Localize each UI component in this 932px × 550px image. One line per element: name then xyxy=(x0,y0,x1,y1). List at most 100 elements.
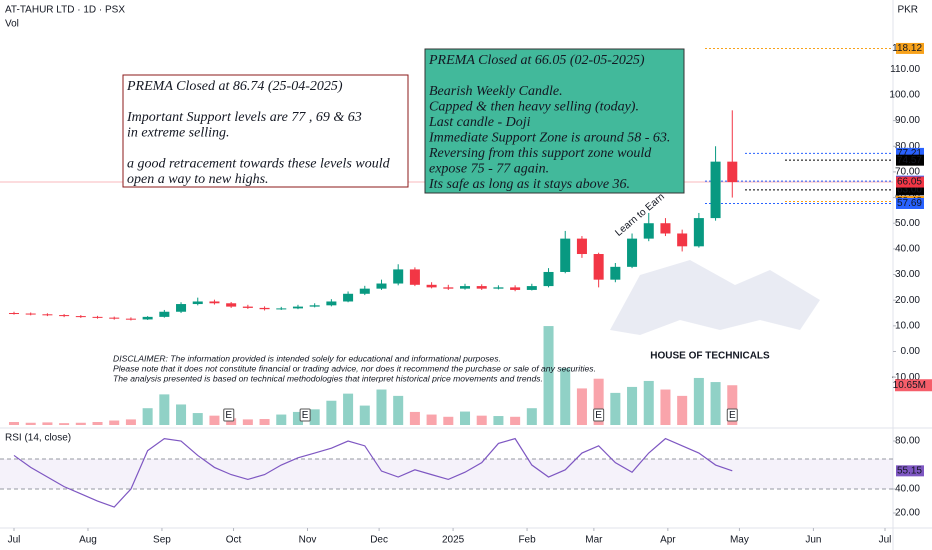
volume-bar xyxy=(109,420,120,425)
y-tick-label: 110.00 xyxy=(890,64,920,75)
earnings-marker xyxy=(593,408,605,422)
candle-body xyxy=(292,306,303,309)
note-line: open a way to new highs. xyxy=(127,172,269,187)
candle-body xyxy=(92,316,103,318)
level-label: 57.69 xyxy=(897,198,922,209)
candle-body xyxy=(125,318,136,320)
watermark: HOUSE OF TECHNICALS xyxy=(650,351,770,362)
x-tick-label: Jun xyxy=(805,535,821,546)
volume-bar xyxy=(610,392,621,425)
x-tick-label: Sep xyxy=(153,535,171,546)
x-tick-label: Nov xyxy=(299,535,317,546)
note-line: Capped & then heavy selling (today). xyxy=(429,100,639,115)
volume-last-box xyxy=(895,379,932,392)
volume-bar xyxy=(409,411,420,425)
rsi-last-label: 55.15 xyxy=(897,465,922,476)
volume-bar xyxy=(727,385,738,425)
candle-body xyxy=(376,283,387,289)
earnings-label: E xyxy=(302,410,309,421)
x-tick-label: Aug xyxy=(79,535,97,546)
level-box xyxy=(896,184,924,196)
earnings-marker xyxy=(299,408,311,422)
volume-bar xyxy=(576,388,587,425)
note-line: PREMA Closed at 66.05 (02-05-2025) xyxy=(428,53,645,68)
candle-body xyxy=(326,301,337,306)
y-tick-label: 10.00 xyxy=(895,320,920,331)
candle-body xyxy=(176,304,187,312)
y-tick-label: 100.00 xyxy=(889,90,920,101)
note-line: Its safe as long as it stays above 36. xyxy=(428,177,630,192)
y-tick-label: 20.00 xyxy=(895,295,920,306)
volume-bar xyxy=(343,393,354,425)
candle-body xyxy=(409,269,420,285)
candle-body xyxy=(209,301,220,304)
volume-bar xyxy=(125,419,136,425)
candle-body xyxy=(8,313,20,315)
volume-bar xyxy=(393,395,404,425)
candle-body xyxy=(526,286,537,290)
note-line: Last candle - Doji xyxy=(428,115,531,130)
volume-bar xyxy=(476,415,487,425)
y-tick-label: 40.00 xyxy=(895,244,920,255)
candle-body xyxy=(510,287,521,290)
x-tick-label: Jul xyxy=(879,535,892,546)
note-line: Bearish Weekly Candle. xyxy=(429,84,563,99)
rsi-title: RSI (14, close) xyxy=(5,433,71,444)
rsi-tick-label: 20.00 xyxy=(895,508,920,519)
candle-body xyxy=(459,286,471,289)
x-tick-label: Mar xyxy=(585,535,603,546)
level-box xyxy=(896,42,924,54)
y-tick-label: 90.00 xyxy=(895,115,920,126)
volume-bar xyxy=(259,419,270,425)
y-tick-label: 80.00 xyxy=(895,141,920,152)
earnings-marker xyxy=(223,408,235,422)
last-price-label: 66.05 xyxy=(897,177,922,188)
level-box xyxy=(896,154,924,166)
volume-bar xyxy=(192,413,203,425)
candle-body xyxy=(693,218,704,247)
volume-bar xyxy=(643,380,654,425)
candle-body xyxy=(142,316,153,320)
candle-body xyxy=(393,269,404,284)
note-line: Immediate Support Zone is around 58 - 63… xyxy=(428,131,670,146)
level-label: 63.00 xyxy=(897,185,922,196)
earnings-label: E xyxy=(595,410,602,421)
note-line: PREMA Closed at 86.74 (25-04-2025) xyxy=(126,79,343,94)
candle-body xyxy=(259,307,270,310)
volume-bar xyxy=(660,389,671,425)
candle-body xyxy=(727,161,738,183)
candle-body xyxy=(560,238,571,272)
volume-bar xyxy=(560,368,571,425)
note-line: expose 75 - 77 again. xyxy=(429,162,549,177)
candle-body xyxy=(59,315,70,317)
level-label: 74.57 xyxy=(897,155,922,166)
volume-bar xyxy=(276,414,287,425)
y-tick-label: 0.00 xyxy=(901,346,921,357)
candle-body xyxy=(359,288,370,294)
watermark-logo xyxy=(610,260,820,335)
candle-body xyxy=(309,305,320,307)
volume-bar xyxy=(142,408,153,425)
candle-body xyxy=(242,306,253,308)
candle-body xyxy=(343,293,354,302)
candle-body xyxy=(643,223,654,239)
volume-bar xyxy=(309,409,320,425)
candle-body xyxy=(610,266,621,280)
volume-bar xyxy=(593,378,604,425)
rsi-band xyxy=(0,459,893,490)
x-tick-label: 2025 xyxy=(442,535,465,546)
volume-bar xyxy=(693,377,704,425)
level-label: 118.12 xyxy=(892,43,922,54)
candle-body xyxy=(476,286,487,289)
note-line: in extreme selling. xyxy=(127,126,230,141)
rsi-line xyxy=(13,437,733,508)
candle-body xyxy=(159,311,170,317)
candle-body xyxy=(426,284,437,288)
y-tick-label: 70.00 xyxy=(895,167,920,178)
candle-body xyxy=(710,161,721,219)
candle-body xyxy=(443,287,454,289)
volume-bar xyxy=(526,408,537,425)
volume-bar xyxy=(493,416,504,425)
earnings-label: E xyxy=(225,410,232,421)
level-label: 77.21 xyxy=(897,148,922,159)
